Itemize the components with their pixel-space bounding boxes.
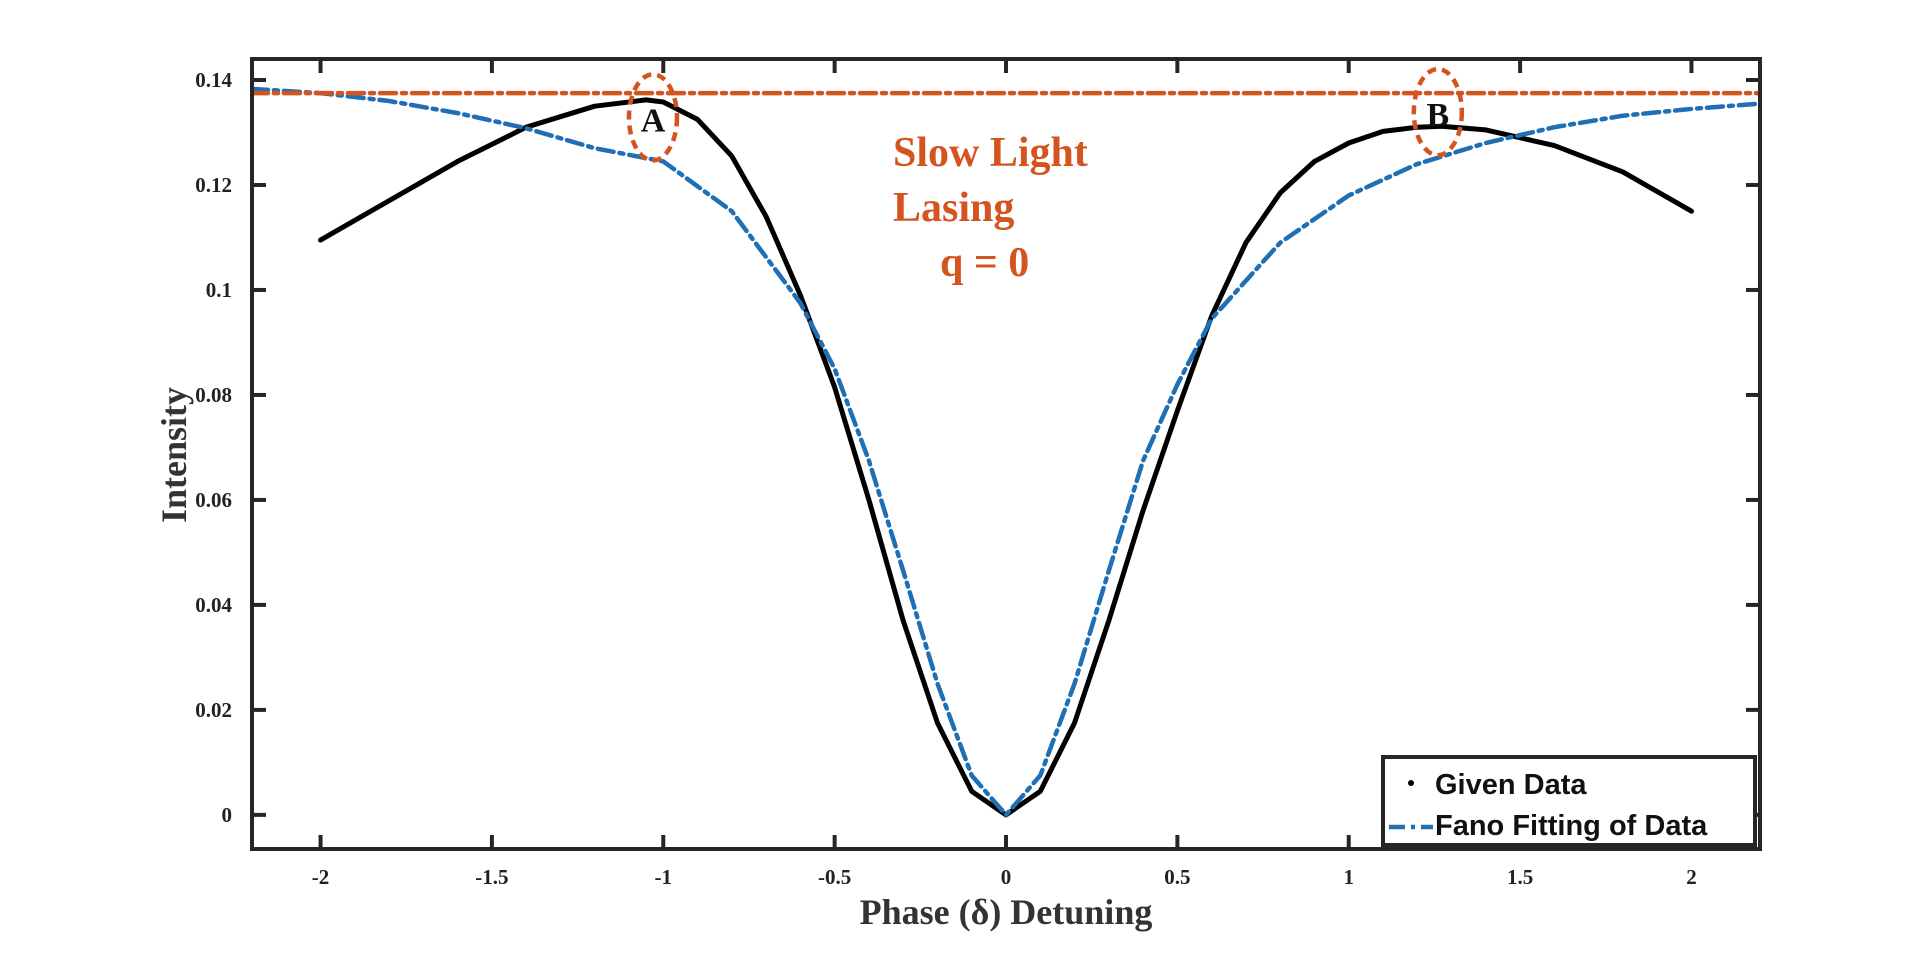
x-axis-title: Phase (δ) Detuning	[860, 892, 1153, 932]
y-axis-ticks: 0 0.02 0.04 0.06 0.08 0.1 0.12 0.14	[195, 68, 1760, 827]
point-label: A	[641, 102, 666, 139]
y-tick-label: 0.04	[195, 593, 232, 617]
x-tick-label: 1	[1343, 865, 1354, 889]
x-axis-ticks: -2 -1.5 -1 -0.5 0 0.5 1 1.5 2	[312, 59, 1697, 889]
legend-entry-label: Fano Fitting of Data	[1435, 810, 1708, 842]
legend: Given Data Fano Fitting of Data	[1381, 755, 1757, 847]
annotation-line: Lasing	[893, 185, 1014, 231]
legend-box	[1381, 755, 1757, 847]
y-tick-label: 0.12	[195, 173, 232, 197]
x-tick-label: -2	[312, 865, 330, 889]
y-tick-label: 0.06	[195, 488, 232, 512]
point-label-ring	[626, 72, 680, 163]
y-axis-title: Intensity	[154, 387, 194, 523]
x-tick-label: -1.5	[475, 865, 508, 889]
annotation-line: q = 0	[940, 240, 1029, 286]
point-label: B	[1426, 97, 1449, 134]
point-label-ring	[1411, 66, 1465, 158]
x-tick-label: 1.5	[1507, 865, 1533, 889]
y-tick-label: 0.08	[195, 383, 232, 407]
legend-swatch-dot	[1408, 780, 1414, 786]
x-tick-label: -0.5	[818, 865, 851, 889]
x-tick-label: 2	[1686, 865, 1697, 889]
legend-entry-label: Given Data	[1435, 769, 1587, 801]
x-tick-label: -1	[655, 865, 673, 889]
y-tick-label: 0.1	[206, 278, 232, 302]
y-tick-label: 0.02	[195, 698, 232, 722]
y-tick-label: 0	[222, 803, 233, 827]
x-tick-label: 0	[1001, 865, 1012, 889]
series-line-given-data	[318, 97, 1694, 818]
plot-frame	[250, 57, 1762, 851]
x-tick-label: 0.5	[1164, 865, 1190, 889]
y-tick-label: 0.14	[195, 68, 232, 92]
annotation-line: Slow Light	[893, 130, 1088, 176]
